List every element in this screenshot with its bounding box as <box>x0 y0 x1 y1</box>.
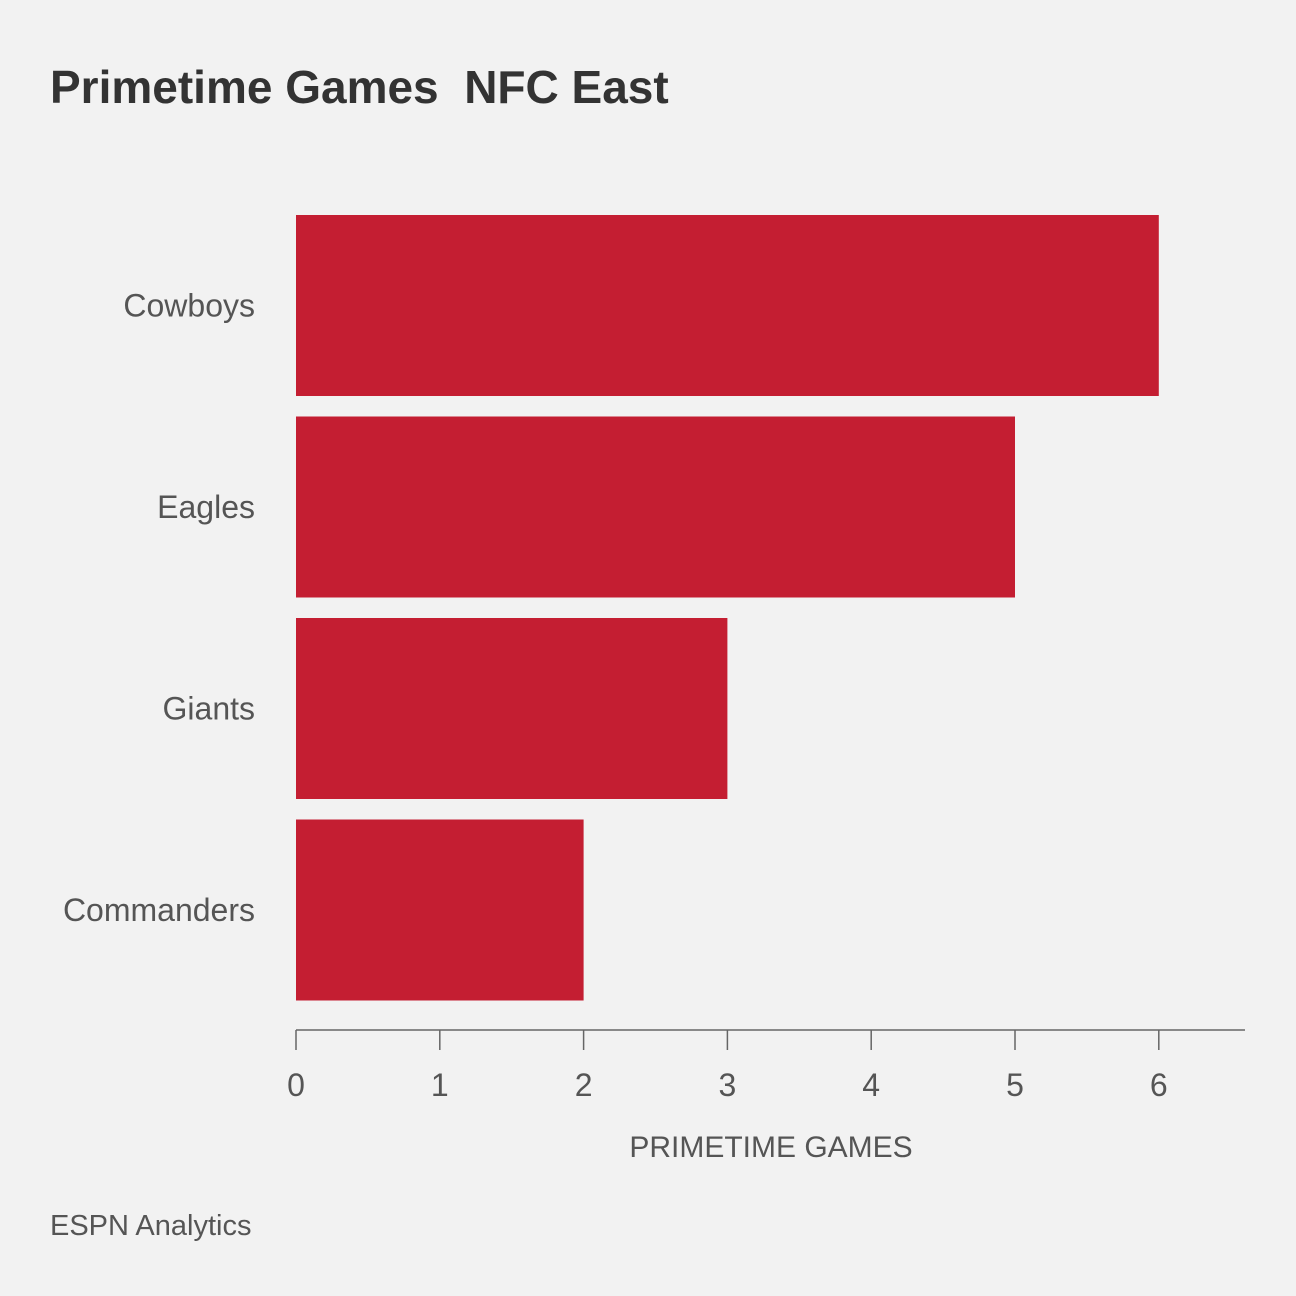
x-tick-label-4: 4 <box>862 1067 880 1103</box>
category-labels: Cowboys Eagles Giants Commanders <box>63 288 255 929</box>
category-label-giants: Giants <box>163 691 255 727</box>
x-tick-label-3: 3 <box>719 1067 737 1103</box>
x-tick-label-0: 0 <box>287 1067 305 1103</box>
category-label-commanders: Commanders <box>63 892 255 928</box>
bar-cowboys <box>296 215 1159 396</box>
x-tick-label-5: 5 <box>1006 1067 1024 1103</box>
chart-title: Primetime Games NFC East <box>50 61 669 113</box>
category-label-eagles: Eagles <box>157 489 255 525</box>
x-axis: 0 1 2 3 4 5 6 <box>287 1029 1245 1103</box>
category-label-cowboys: Cowboys <box>123 288 255 324</box>
x-axis-title: PRIMETIME GAMES <box>629 1131 912 1164</box>
bars-group <box>296 215 1159 1001</box>
x-tick-label-1: 1 <box>431 1067 449 1103</box>
bar-giants <box>296 618 728 799</box>
bar-eagles <box>296 416 1015 598</box>
bar-commanders <box>296 819 584 1001</box>
x-tick-label-2: 2 <box>575 1067 593 1103</box>
x-tick-label-6: 6 <box>1150 1067 1168 1103</box>
source-footer: ESPN Analytics <box>50 1210 252 1242</box>
